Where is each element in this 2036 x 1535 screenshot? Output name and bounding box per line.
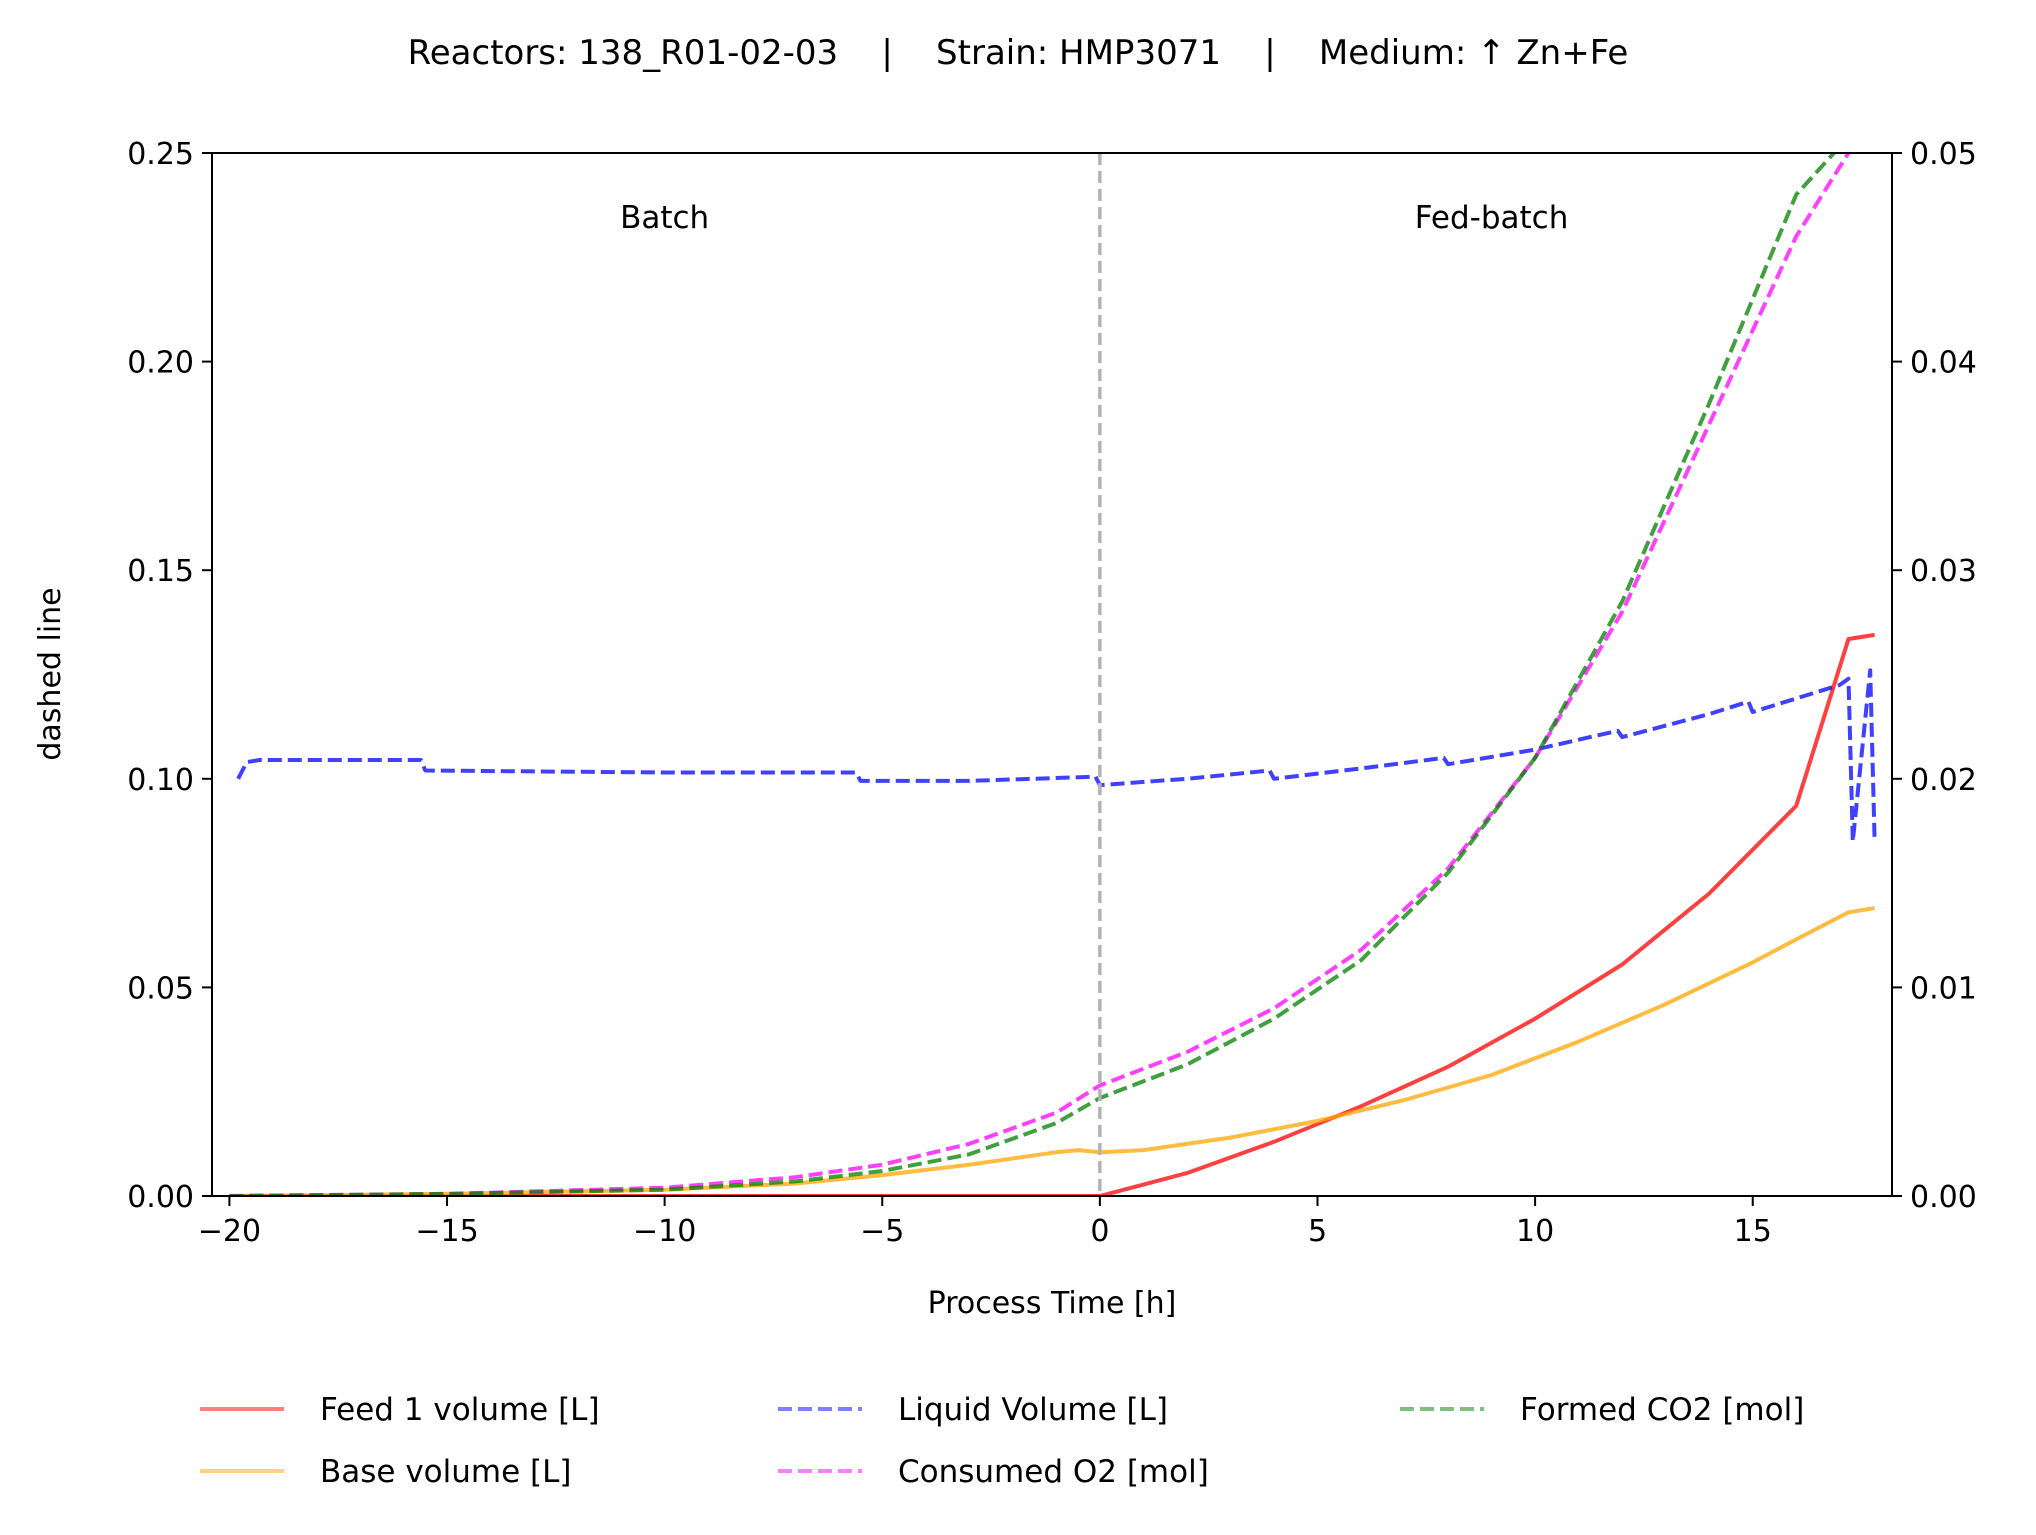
y2-tick-label: 0.05 (1910, 137, 1977, 172)
y2-tick-label: 0.02 (1910, 763, 1977, 798)
series-line-feed-1-volume-l (229, 632, 1875, 1196)
x-tick-label: 5 (1308, 1214, 1327, 1249)
x-tick-label: 15 (1734, 1214, 1772, 1249)
x-tick-label: 10 (1516, 1214, 1554, 1249)
series-layer (229, 153, 1877, 1196)
series-line-base-volume-l (229, 906, 1875, 1196)
x-tick-label: 0 (1090, 1214, 1109, 1249)
y2-tick-label: 0.03 (1910, 554, 1977, 589)
legend-label-feed-1-volume-l: Feed 1 volume [L] (320, 1392, 600, 1428)
y-tick-label: 0.15 (127, 554, 194, 589)
y2-tick-label: 0.04 (1910, 346, 1977, 381)
y-tick-label: 0.10 (127, 763, 194, 798)
series-line-consumed-o2-mol (229, 153, 1851, 1196)
legend-label-base-volume-l: Base volume [L] (320, 1454, 572, 1490)
x-tick-label: −5 (860, 1214, 904, 1249)
y-axis-left: 0.00 0.05 0.10 0.15 0.20 0.25 (127, 137, 212, 1215)
legend-label-consumed-o2-mol: Consumed O2 [mol] (898, 1454, 1209, 1490)
y-axis-label: dashed line (33, 587, 68, 760)
chart-title: Reactors: 138_R01-02-03 | Strain: HMP307… (408, 33, 1629, 73)
legend-label-liquid-volume-l: Liquid Volume [L] (898, 1392, 1168, 1428)
plot-frame (211, 152, 1893, 1197)
y-axis-right: 0.00 0.01 0.02 0.03 0.04 0.05 (1892, 137, 1977, 1215)
y-tick-label: 0.05 (127, 971, 194, 1006)
annotation-layer: Batch Fed-batch (620, 200, 1568, 236)
annotation-batch: Batch (620, 200, 709, 236)
y2-tick-label: 0.00 (1910, 1180, 1977, 1215)
series-line-liquid-volume-l (236, 668, 1877, 844)
legend-label-formed-co2-mol: Formed CO2 [mol] (1520, 1392, 1804, 1428)
series-line-formed-co2-mol (229, 153, 1837, 1196)
y-tick-label: 0.25 (127, 137, 194, 172)
x-tick-label: −10 (633, 1214, 696, 1249)
legend: Feed 1 volume [L] Base volume [L] Liquid V… (200, 1392, 1804, 1490)
x-axis: −20 −15 −10 −5 0 5 10 15 (198, 1196, 1772, 1249)
y2-tick-label: 0.01 (1910, 971, 1977, 1006)
y-tick-label: 0.20 (127, 346, 194, 381)
annotation-fed-batch: Fed-batch (1415, 200, 1569, 236)
x-axis-label: Process Time [h] (928, 1286, 1177, 1321)
y-tick-label: 0.00 (127, 1180, 194, 1215)
x-tick-label: −15 (415, 1214, 478, 1249)
x-tick-label: −20 (198, 1214, 261, 1249)
